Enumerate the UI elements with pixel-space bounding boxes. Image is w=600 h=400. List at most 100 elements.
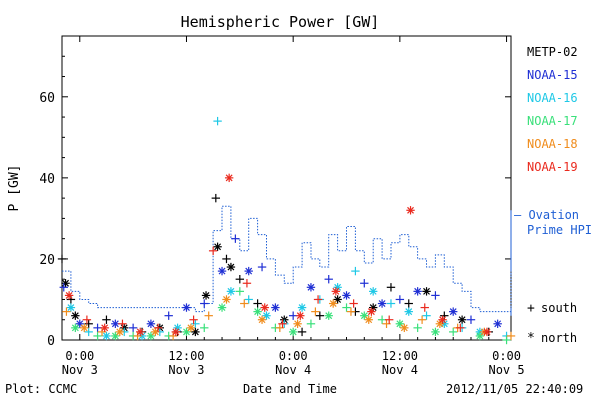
legend-south-symbol: + bbox=[527, 301, 535, 316]
y-tick-label: 60 bbox=[39, 91, 55, 106]
noaa-17-north-point bbox=[324, 311, 333, 320]
noaa-19-north-point bbox=[64, 291, 74, 300]
noaa-17-south-point bbox=[200, 323, 209, 333]
noaa-19-north-point bbox=[136, 327, 145, 337]
noaa-19-south-point bbox=[153, 323, 163, 333]
noaa-16-south-point bbox=[386, 299, 396, 308]
noaa-15-south-point bbox=[395, 295, 405, 304]
noaa-19-north-point bbox=[438, 315, 447, 324]
noaa-18-south-point bbox=[204, 311, 213, 320]
noaa-15-south-point bbox=[164, 311, 173, 320]
noaa-18-north-point bbox=[364, 315, 373, 324]
legend-entry-noaa-16: NOAA-16 bbox=[527, 91, 578, 105]
metp-02-north-point bbox=[422, 287, 431, 296]
x-tick-label-time: 0:00 bbox=[279, 349, 308, 363]
noaa-18-north-point bbox=[115, 327, 124, 337]
chart-title: Hemispheric Power [GW] bbox=[181, 13, 380, 31]
noaa-19-north-point bbox=[224, 173, 234, 183]
noaa-19-north-point bbox=[331, 287, 341, 296]
metp-02-south-point bbox=[211, 193, 221, 203]
plot-credit: Plot: CCMC bbox=[5, 382, 77, 396]
noaa-17-south-point bbox=[235, 287, 245, 296]
x-axis-label: Date and Time bbox=[243, 382, 337, 396]
noaa-18-north-point bbox=[186, 323, 196, 333]
x-tick-label-time: 12:00 bbox=[382, 349, 418, 363]
y-tick-label: 20 bbox=[39, 253, 55, 268]
noaa-17-north-point bbox=[182, 327, 191, 337]
noaa-15-north-point bbox=[146, 319, 156, 328]
noaa-19-south-point bbox=[118, 319, 127, 328]
y-axis-ticks: 0 20 40 60 bbox=[39, 55, 511, 349]
x-tick-label-date: Nov 3 bbox=[168, 363, 204, 377]
noaa-15-south-point bbox=[466, 315, 476, 324]
metp-02-north-point bbox=[61, 279, 70, 288]
noaa-18-south-point bbox=[62, 307, 71, 316]
noaa-19-north-point bbox=[171, 327, 181, 337]
noaa-15-south-point bbox=[324, 275, 333, 284]
noaa-15-north-point bbox=[111, 319, 120, 328]
x-tick-label-time: 0:00 bbox=[492, 349, 521, 363]
noaa-15-north-point bbox=[306, 283, 316, 292]
noaa-16-north-point bbox=[226, 287, 236, 296]
noaa-16-south-point bbox=[244, 295, 253, 304]
noaa-15-north-point bbox=[182, 303, 191, 312]
noaa-17-north-point bbox=[288, 327, 298, 337]
noaa-17-north-point bbox=[217, 303, 227, 312]
noaa-16-south-point bbox=[213, 116, 222, 126]
noaa-19-south-point bbox=[384, 315, 394, 324]
noaa-19-south-point bbox=[189, 315, 198, 324]
noaa-15-north-point bbox=[377, 299, 387, 308]
noaa-18-north-point bbox=[400, 323, 409, 333]
noaa-17-south-point bbox=[306, 319, 316, 328]
noaa-18-south-point bbox=[311, 307, 320, 316]
noaa-18-south-point bbox=[417, 315, 427, 324]
noaa-19-north-point bbox=[482, 327, 492, 337]
legend-north-symbol: * bbox=[527, 331, 535, 346]
noaa-15-south-point bbox=[128, 323, 138, 333]
noaa-16-north-point bbox=[66, 303, 76, 312]
noaa-15-north-point bbox=[493, 319, 502, 328]
noaa-15-south-point bbox=[200, 299, 209, 308]
noaa-15-north-point bbox=[449, 307, 458, 316]
legend-entry-metp-02: METP-02 bbox=[527, 45, 578, 59]
noaa-17-north-point bbox=[431, 327, 440, 337]
noaa-19-south-point bbox=[349, 299, 358, 308]
noaa-16-south-point bbox=[422, 311, 431, 320]
plot-timestamp: 2012/11/05 22:40:09 bbox=[446, 382, 583, 396]
noaa-15-north-point bbox=[342, 291, 351, 300]
metp-02-north-point bbox=[71, 311, 80, 320]
metp-02-south-point bbox=[404, 299, 413, 308]
noaa-19-north-point bbox=[367, 307, 376, 316]
noaa-17-north-point bbox=[475, 331, 485, 341]
data-points bbox=[57, 116, 516, 345]
metp-02-south-point bbox=[102, 315, 111, 324]
noaa-16-south-point bbox=[191, 319, 200, 328]
noaa-15-south-point bbox=[93, 323, 102, 333]
noaa-19-north-point bbox=[406, 206, 415, 215]
legend-entry-noaa-15: NOAA-15 bbox=[527, 68, 578, 82]
legend-entry-noaa-18: NOAA-18 bbox=[527, 137, 578, 151]
noaa-18-south-point bbox=[506, 331, 516, 341]
metp-02-south-point bbox=[222, 254, 231, 264]
noaa-16-north-point bbox=[404, 307, 413, 316]
noaa-19-south-point bbox=[82, 315, 92, 324]
y-tick-label: 0 bbox=[47, 334, 55, 349]
noaa-16-north-point bbox=[102, 331, 111, 341]
noaa-15-south-point bbox=[360, 279, 369, 288]
legend-entry-ovation: — Ovation bbox=[514, 208, 579, 222]
noaa-18-south-point bbox=[346, 307, 356, 316]
noaa-19-south-point bbox=[278, 319, 287, 328]
metp-02-north-point bbox=[191, 327, 200, 337]
noaa-18-north-point bbox=[80, 323, 89, 333]
noaa-19-south-point bbox=[420, 303, 429, 312]
metp-02-north-point bbox=[457, 315, 467, 324]
noaa-15-north-point bbox=[217, 266, 227, 276]
noaa-15-south-point bbox=[257, 262, 267, 272]
noaa-15-south-point bbox=[288, 311, 298, 320]
noaa-17-north-point bbox=[71, 323, 80, 333]
metp-02-south-point bbox=[253, 299, 262, 308]
noaa-17-south-point bbox=[377, 315, 387, 324]
noaa-18-south-point bbox=[240, 299, 249, 308]
noaa-15-south-point bbox=[59, 283, 68, 292]
